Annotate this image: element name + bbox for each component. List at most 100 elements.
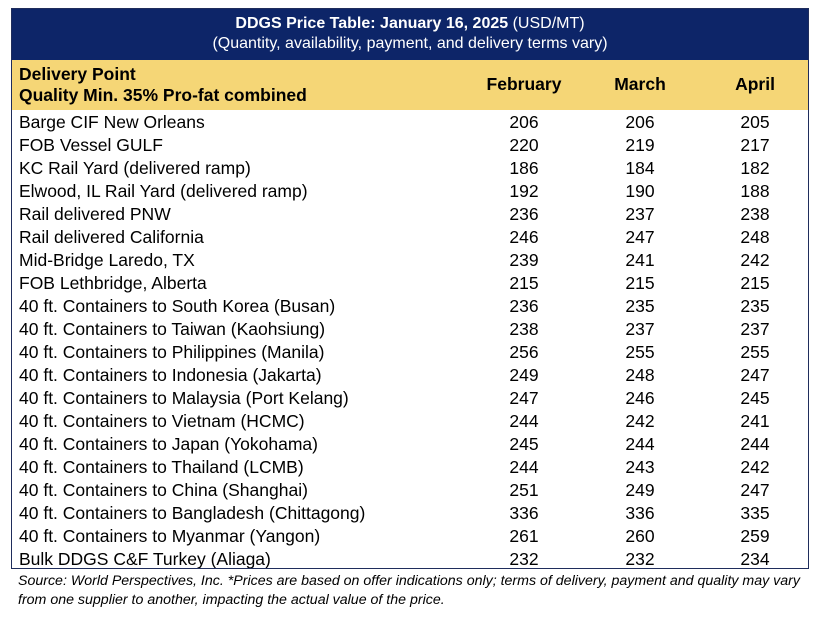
table-row: 40 ft. Containers to Malaysia (Port Kela… [11, 387, 809, 410]
table-row: Barge CIF New Orleans 206 206 205 [11, 111, 809, 134]
table-header: Delivery Point Quality Min. 35% Pro-fat … [11, 60, 809, 110]
price-april: 242 [740, 457, 770, 477]
price-march: 247 [625, 227, 655, 247]
row-label: 40 ft. Containers to Malaysia (Port Kela… [19, 388, 349, 408]
price-march: 241 [625, 250, 655, 270]
header-delivery-point-label: Delivery Point [19, 64, 136, 84]
price-february: 251 [509, 480, 539, 500]
row-label: 40 ft. Containers to South Korea (Busan) [19, 296, 336, 316]
price-february: 246 [509, 227, 539, 247]
price-february: 249 [509, 365, 539, 385]
price-march: 255 [625, 342, 655, 362]
table-row: 40 ft. Containers to Philippines (Manila… [11, 341, 809, 364]
price-march: 260 [625, 526, 655, 546]
row-label: Barge CIF New Orleans [19, 112, 205, 132]
price-march: 244 [625, 434, 655, 454]
price-february: 238 [509, 319, 539, 339]
table-row: 40 ft. Containers to Bangladesh (Chittag… [11, 502, 809, 525]
price-march: 246 [625, 388, 655, 408]
price-april: 182 [740, 158, 770, 178]
row-label: 40 ft. Containers to Philippines (Manila… [19, 342, 325, 362]
header-april: April [735, 74, 775, 94]
table-title-units: (USD/MT) [508, 15, 585, 32]
price-february: 244 [509, 411, 539, 431]
row-label: Mid-Bridge Laredo, TX [19, 250, 195, 270]
table-row: FOB Vessel GULF 220 219 217 [11, 134, 809, 157]
price-february: 247 [509, 388, 539, 408]
price-march: 190 [625, 181, 655, 201]
price-march: 184 [625, 158, 655, 178]
price-april: 217 [740, 135, 770, 155]
price-april: 205 [740, 112, 770, 132]
table-title-bar: DDGS Price Table: January 16, 2025 (USD/… [11, 8, 809, 60]
row-label: 40 ft. Containers to Japan (Yokohama) [19, 434, 318, 454]
price-february: 261 [509, 526, 539, 546]
table-row: 40 ft. Containers to South Korea (Busan)… [11, 295, 809, 318]
header-february: February [486, 74, 562, 94]
table-title-main: DDGS Price Table: January 16, 2025 [235, 15, 509, 32]
table-row: 40 ft. Containers to Myanmar (Yangon) 261… [11, 525, 809, 548]
source-footnote: Source: World Perspectives, Inc. *Prices… [18, 573, 800, 608]
price-february: 215 [509, 273, 539, 293]
row-label: Rail delivered California [19, 227, 204, 247]
price-april: 238 [740, 204, 770, 224]
price-february: 245 [509, 434, 539, 454]
table-row: Elwood, IL Rail Yard (delivered ramp) 192… [11, 180, 809, 203]
price-april: 215 [740, 273, 770, 293]
price-april: 188 [740, 181, 770, 201]
table-title: DDGS Price Table: January 16, 2025 (USD/… [11, 14, 809, 34]
row-label: Rail delivered PNW [19, 204, 171, 224]
table-row: Mid-Bridge Laredo, TX 239 241 242 [11, 249, 809, 272]
header-delivery-point: Delivery Point Quality Min. 35% Pro-fat … [19, 64, 307, 106]
table-row: 40 ft. Containers to Vietnam (HCMC) 244 24… [11, 410, 809, 433]
price-march: 237 [625, 204, 655, 224]
price-february: 236 [509, 296, 539, 316]
price-april: 255 [740, 342, 770, 362]
price-february: 206 [509, 112, 539, 132]
table-body: Barge CIF New Orleans 206 206 205 FOB Vessel… [11, 111, 809, 571]
price-february: 186 [509, 158, 539, 178]
row-label: KC Rail Yard (delivered ramp) [19, 158, 251, 178]
price-april: 235 [740, 296, 770, 316]
table-row: 40 ft. Containers to Japan (Yokohama) 245… [11, 433, 809, 456]
table-row: 40 ft. Containers to China (Shanghai) 251… [11, 479, 809, 502]
table-row: 40 ft. Containers to Taiwan (Kaohsiung) 2… [11, 318, 809, 341]
price-february: 236 [509, 204, 539, 224]
price-march: 242 [625, 411, 655, 431]
row-label: 40 ft. Containers to Vietnam (HCMC) [19, 411, 305, 431]
price-february: 244 [509, 457, 539, 477]
price-march: 249 [625, 480, 655, 500]
price-february: 192 [509, 181, 539, 201]
price-april: 241 [740, 411, 770, 431]
table-subtitle: (Quantity, availability, payment, and de… [212, 35, 608, 52]
table-row: KC Rail Yard (delivered ramp) 186 184 182 [11, 157, 809, 180]
price-march: 243 [625, 457, 655, 477]
header-quality-label: Quality Min. 35% Pro-fat combined [19, 85, 307, 105]
row-label: Elwood, IL Rail Yard (delivered ramp) [19, 181, 308, 201]
table-row: 40 ft. Containers to Thailand (LCMB) 244 2… [11, 456, 809, 479]
table-row: 40 ft. Containers to Indonesia (Jakarta)… [11, 364, 809, 387]
price-april: 244 [740, 434, 770, 454]
row-label: 40 ft. Containers to Taiwan (Kaohsiung) [19, 319, 326, 339]
price-march: 215 [625, 273, 655, 293]
price-february: 239 [509, 250, 539, 270]
price-april: 335 [740, 503, 770, 523]
price-march: 237 [625, 319, 655, 339]
table-border [11, 8, 809, 569]
price-april: 245 [740, 388, 770, 408]
price-april: 248 [740, 227, 770, 247]
price-march: 206 [625, 112, 655, 132]
row-label: FOB Vessel GULF [19, 135, 163, 155]
price-march: 232 [625, 549, 655, 569]
row-label: 40 ft. Containers to Indonesia (Jakarta) [19, 365, 322, 385]
price-march: 219 [625, 135, 655, 155]
price-february: 336 [509, 503, 539, 523]
row-label: FOB Lethbridge, Alberta [19, 273, 207, 293]
row-label: 40 ft. Containers to Bangladesh (Chittag… [19, 503, 366, 523]
header-march: March [614, 74, 666, 94]
price-february: 232 [509, 549, 539, 569]
price-march: 235 [625, 296, 655, 316]
table-row: Bulk DDGS C&F Turkey (Aliaga) 232 232 234 [11, 548, 809, 571]
row-label: 40 ft. Containers to Thailand (LCMB) [19, 457, 304, 477]
row-label: 40 ft. Containers to Myanmar (Yangon) [19, 526, 321, 546]
